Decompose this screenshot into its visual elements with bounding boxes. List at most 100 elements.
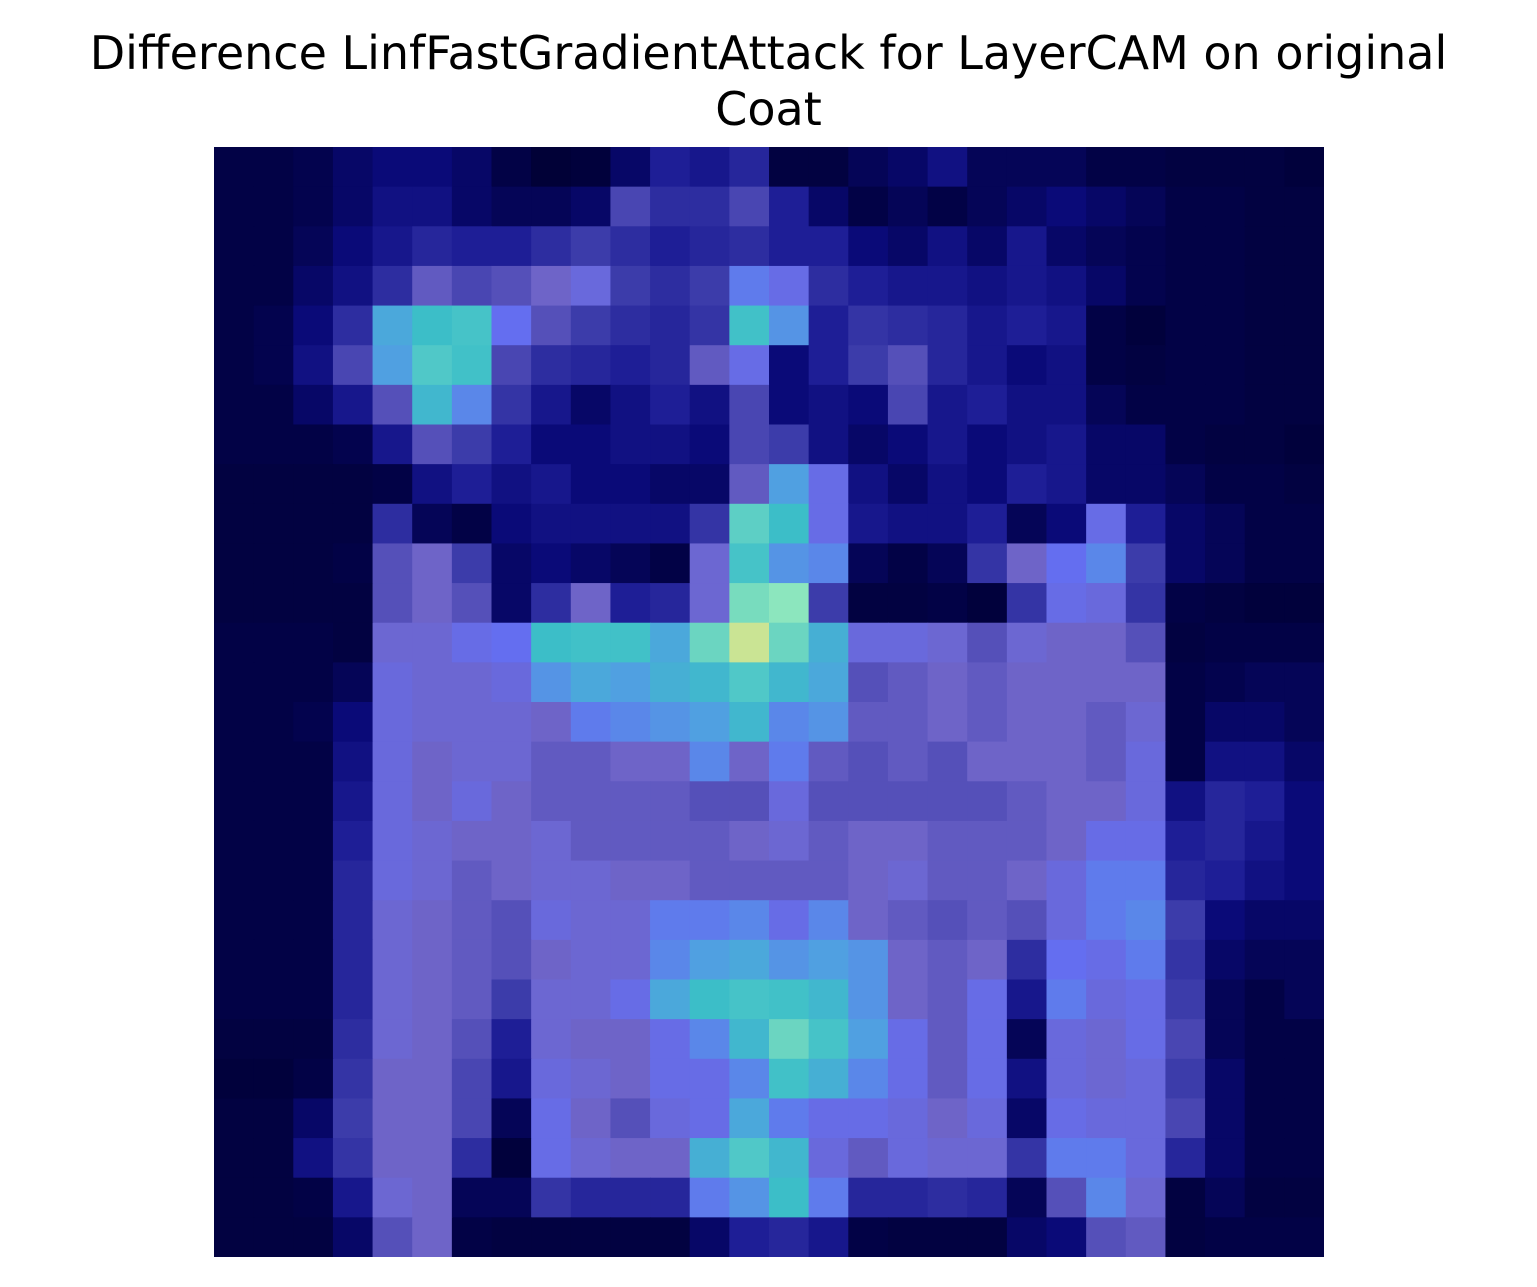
heatmap-cell-r25-c27 — [1284, 1138, 1324, 1179]
heatmap-cell-r9-c9 — [570, 503, 612, 545]
heatmap-cell-r15-c10 — [610, 741, 651, 782]
heatmap-cell-r6-c16 — [848, 384, 889, 426]
heatmap-cell-r24-c5 — [412, 1098, 453, 1139]
heatmap-cell-r1-c11 — [650, 186, 691, 227]
heatmap-cell-r15-c24 — [1165, 741, 1206, 782]
heatmap-cell-r6-c9 — [570, 384, 612, 426]
heatmap-cell-r5-c22 — [1086, 345, 1127, 386]
heatmap-cell-r7-c20 — [1006, 424, 1048, 465]
heatmap-cell-r13-c12 — [689, 662, 730, 703]
heatmap-cell-r25-c11 — [650, 1138, 691, 1179]
heatmap-cell-r12-c11 — [650, 622, 691, 663]
heatmap-cell-r21-c14 — [769, 979, 810, 1020]
heatmap-cell-r22-c14 — [769, 1019, 810, 1060]
heatmap-cell-r4-c23 — [1125, 305, 1167, 346]
heatmap-cell-r25-c9 — [570, 1138, 612, 1179]
heatmap-cell-r17-c3 — [332, 820, 374, 862]
heatmap-cell-r16-c7 — [491, 781, 532, 822]
heatmap-cell-r7-c4 — [372, 424, 413, 465]
heatmap-cell-r8-c3 — [332, 464, 374, 505]
heatmap-cell-r6-c18 — [927, 384, 968, 426]
heatmap-cell-r5-c1 — [253, 345, 294, 386]
heatmap-cell-r20-c26 — [1244, 939, 1285, 981]
heatmap-cell-r26-c24 — [1165, 1177, 1206, 1218]
heatmap-cell-r14-c27 — [1284, 702, 1324, 743]
heatmap-cell-r11-c14 — [769, 583, 810, 624]
heatmap-cell-r2-c10 — [610, 226, 651, 267]
heatmap-cell-r15-c18 — [927, 741, 968, 782]
heatmap-cell-r24-c23 — [1125, 1098, 1167, 1139]
heatmap-cell-r17-c0 — [214, 820, 255, 862]
heatmap-cell-r6-c23 — [1125, 384, 1167, 426]
heatmap-cell-r10-c1 — [253, 543, 294, 584]
heatmap-cell-r23-c14 — [769, 1058, 810, 1100]
heatmap-cell-r23-c5 — [412, 1058, 453, 1100]
heatmap-cell-r5-c5 — [412, 345, 453, 386]
heatmap-cell-r23-c17 — [887, 1058, 929, 1100]
heatmap-cell-r0-c23 — [1125, 147, 1167, 188]
heatmap-cell-r14-c15 — [808, 702, 849, 743]
heatmap-cell-r15-c15 — [808, 741, 849, 782]
heatmap-cell-r17-c24 — [1165, 820, 1206, 862]
heatmap-cell-r17-c16 — [848, 820, 889, 862]
heatmap-cell-r8-c26 — [1244, 464, 1285, 505]
heatmap-cell-r17-c2 — [293, 820, 334, 862]
heatmap-cell-r16-c21 — [1046, 781, 1087, 822]
heatmap-cell-r7-c2 — [293, 424, 334, 465]
heatmap-cell-r4-c5 — [412, 305, 453, 346]
heatmap-cell-r20-c7 — [491, 939, 532, 981]
heatmap-cell-r13-c15 — [808, 662, 849, 703]
heatmap-cell-r26-c6 — [451, 1177, 493, 1218]
heatmap-cell-r18-c3 — [332, 860, 374, 901]
heatmap-cell-r21-c4 — [372, 979, 413, 1020]
heatmap-cell-r1-c2 — [293, 186, 334, 227]
heatmap-cell-r23-c20 — [1006, 1058, 1048, 1100]
heatmap-cell-r27-c12 — [689, 1217, 730, 1257]
heatmap-cell-r2-c6 — [451, 226, 493, 267]
heatmap-cell-r20-c23 — [1125, 939, 1167, 981]
heatmap-cell-r21-c18 — [927, 979, 968, 1020]
heatmap-cell-r12-c20 — [1006, 622, 1048, 663]
heatmap-cell-r24-c0 — [214, 1098, 255, 1139]
heatmap-cell-r13-c6 — [451, 662, 493, 703]
heatmap-cell-r4-c13 — [729, 305, 770, 346]
heatmap-cell-r23-c22 — [1086, 1058, 1127, 1100]
heatmap-cell-r13-c23 — [1125, 662, 1167, 703]
heatmap-cell-r12-c7 — [491, 622, 532, 663]
heatmap-cell-r0-c20 — [1006, 147, 1048, 188]
heatmap-cell-r14-c21 — [1046, 702, 1087, 743]
heatmap-cell-r24-c17 — [887, 1098, 929, 1139]
heatmap-cell-r8-c1 — [253, 464, 294, 505]
heatmap-cell-r25-c20 — [1006, 1138, 1048, 1179]
heatmap-cell-r19-c21 — [1046, 900, 1087, 941]
heatmap-cell-r23-c4 — [372, 1058, 413, 1100]
heatmap-cell-r6-c27 — [1284, 384, 1324, 426]
heatmap-cell-r11-c22 — [1086, 583, 1127, 624]
heatmap-cell-r16-c2 — [293, 781, 334, 822]
heatmap-cell-r10-c8 — [531, 543, 572, 584]
heatmap-cell-r27-c3 — [332, 1217, 374, 1257]
heatmap-cell-r4-c26 — [1244, 305, 1285, 346]
heatmap-cell-r27-c5 — [412, 1217, 453, 1257]
heatmap-cell-r12-c26 — [1244, 622, 1285, 663]
heatmap-cell-r13-c2 — [293, 662, 334, 703]
heatmap-cell-r19-c17 — [887, 900, 929, 941]
heatmap-cell-r4-c11 — [650, 305, 691, 346]
heatmap-cell-r5-c11 — [650, 345, 691, 386]
heatmap-cell-r14-c4 — [372, 702, 413, 743]
heatmap-cell-r27-c26 — [1244, 1217, 1285, 1257]
heatmap-cell-r5-c4 — [372, 345, 413, 386]
heatmap-cell-r23-c19 — [967, 1058, 1008, 1100]
heatmap-cell-r22-c21 — [1046, 1019, 1087, 1060]
heatmap-cell-r0-c11 — [650, 147, 691, 188]
heatmap-cell-r23-c15 — [808, 1058, 849, 1100]
heatmap-cell-r17-c23 — [1125, 820, 1167, 862]
heatmap-cell-r12-c19 — [967, 622, 1008, 663]
heatmap-cell-r11-c16 — [848, 583, 889, 624]
heatmap-cell-r27-c9 — [570, 1217, 612, 1257]
heatmap-cell-r11-c13 — [729, 583, 770, 624]
heatmap-cell-r19-c19 — [967, 900, 1008, 941]
heatmap-cell-r12-c15 — [808, 622, 849, 663]
heatmap-cell-r5-c8 — [531, 345, 572, 386]
